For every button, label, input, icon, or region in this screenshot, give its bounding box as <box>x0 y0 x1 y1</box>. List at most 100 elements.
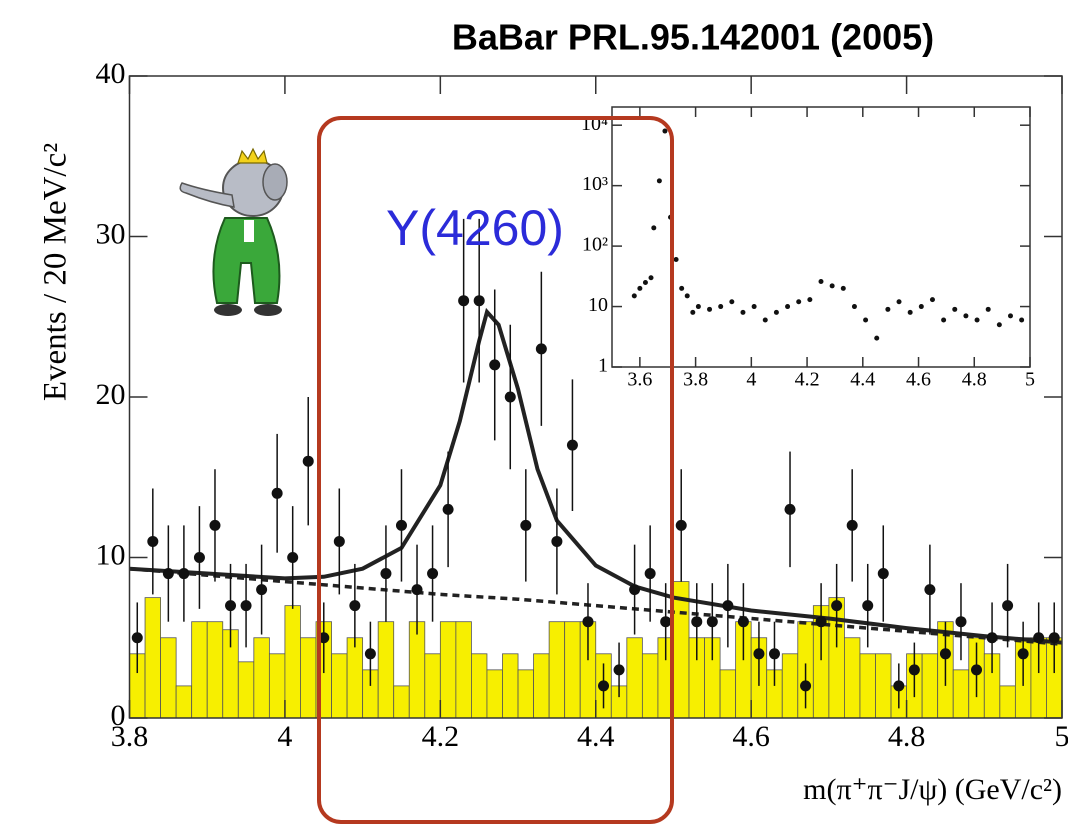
data-point <box>629 584 641 596</box>
data-point <box>695 304 701 310</box>
x-tick-label: 4 <box>746 369 756 391</box>
data-point <box>773 309 779 315</box>
y-axis-label: Events / 20 MeV/c² <box>38 143 74 401</box>
data-point <box>1048 632 1060 644</box>
data-point <box>690 309 696 315</box>
data-point <box>675 519 687 531</box>
histogram-bar <box>191 621 208 719</box>
data-point <box>225 600 237 612</box>
x-tick-label: 4.6 <box>906 369 931 391</box>
mascot-body <box>212 217 281 304</box>
data-point <box>318 632 330 644</box>
data-point <box>411 584 423 596</box>
histogram-bar <box>393 685 410 719</box>
data-point <box>818 278 824 284</box>
data-point <box>613 664 625 676</box>
data-point <box>740 309 746 315</box>
data-point <box>535 343 547 355</box>
data-point <box>631 293 637 299</box>
data-point <box>753 648 765 660</box>
x-tick-label: 4.4 <box>850 369 875 391</box>
data-point <box>427 568 439 580</box>
plot-frame <box>611 106 1031 368</box>
data-point <box>784 503 796 515</box>
histogram-bar <box>253 637 270 719</box>
data-point <box>707 306 713 312</box>
histogram-bar <box>626 637 643 719</box>
data-point <box>551 535 563 547</box>
histogram-bar <box>377 621 395 719</box>
histogram-bar <box>548 621 566 719</box>
x-tick-label: 4.8 <box>962 369 987 391</box>
histogram-bar <box>999 685 1016 719</box>
data-point <box>662 128 668 134</box>
data-point <box>209 519 221 531</box>
data-point <box>637 285 643 291</box>
data-point <box>955 616 967 628</box>
data-point <box>333 535 345 547</box>
histogram-bar <box>844 637 861 719</box>
histogram-bar <box>502 653 519 719</box>
data-point <box>986 632 998 644</box>
data-point <box>147 535 159 547</box>
histogram-bar <box>471 653 488 719</box>
x-tick-label: 5 <box>1025 369 1035 391</box>
annotation: Y(4260) <box>386 200 564 256</box>
y-tick-label: 0 <box>111 699 126 732</box>
data-point <box>862 600 874 612</box>
data-point <box>1033 632 1045 644</box>
data-point <box>364 648 376 660</box>
data-point <box>458 295 470 307</box>
data-point <box>737 616 749 628</box>
data-point <box>907 309 913 315</box>
data-point <box>941 317 947 323</box>
mascot-shoe <box>254 304 282 316</box>
data-point <box>846 519 858 531</box>
mascot-trunk <box>179 182 235 208</box>
x-tick-label: 4.6 <box>732 720 770 753</box>
data-point <box>642 279 648 285</box>
histogram-bar <box>517 669 534 719</box>
x-tick-label: 4.8 <box>888 720 926 753</box>
data-point <box>815 616 827 628</box>
data-point <box>918 304 924 310</box>
data-point <box>1019 317 1025 323</box>
histogram-bar <box>237 661 255 719</box>
data-point <box>996 322 1002 328</box>
data-point <box>162 568 174 580</box>
data-point <box>566 439 578 451</box>
data-point <box>751 304 757 310</box>
histogram-bar <box>300 637 317 719</box>
data-point <box>380 568 392 580</box>
histogram-bar <box>486 669 503 719</box>
data-point <box>489 359 501 371</box>
data-point <box>256 584 268 596</box>
data-point <box>908 664 920 676</box>
data-point <box>874 335 880 341</box>
histogram-bar <box>921 653 939 719</box>
highlight-box <box>317 116 674 824</box>
y-tick-label: 10 <box>96 538 126 571</box>
histogram-bar <box>875 653 892 719</box>
data-point <box>1017 648 1029 660</box>
y-tick-label: 40 <box>96 57 126 90</box>
histogram-bar <box>533 653 550 719</box>
y-tick-label: 10 <box>588 294 608 316</box>
data-point <box>395 519 407 531</box>
data-point <box>971 664 983 676</box>
data-point <box>963 313 969 319</box>
data-point <box>287 552 299 563</box>
data-point <box>785 304 791 310</box>
mascot-crown <box>237 147 268 164</box>
data-point <box>656 178 662 184</box>
data-point <box>893 680 905 692</box>
data-point <box>729 299 735 305</box>
y-tick-label: 10³ <box>582 173 608 195</box>
histogram-bar <box>284 605 301 719</box>
x-tick-label: 4.2 <box>795 369 820 391</box>
data-point <box>800 680 812 692</box>
fit-curve <box>129 307 1063 645</box>
x-tick-label: 3.8 <box>111 720 149 753</box>
data-point <box>924 584 936 596</box>
